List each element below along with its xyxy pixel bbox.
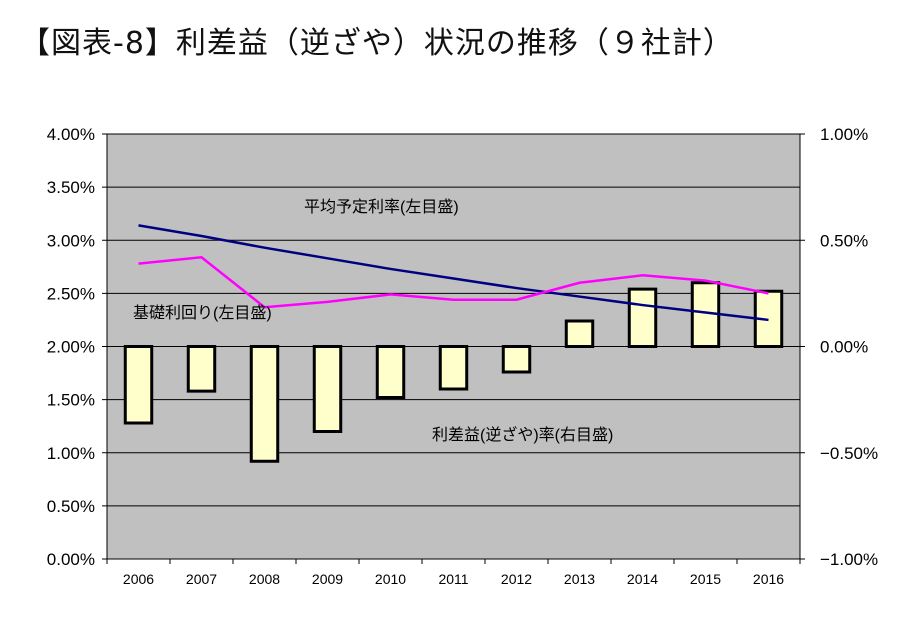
x-tick-label: 2010: [375, 571, 406, 587]
spread-bar: [312, 345, 343, 433]
x-tick-label: 2006: [123, 571, 154, 587]
spread-bar: [123, 345, 154, 425]
spread-bar: [249, 345, 280, 463]
base-yield-label: 基礎利回り(左目盛): [133, 304, 272, 322]
left-tick-label: 2.00%: [47, 338, 95, 357]
x-tick-label: 2013: [564, 571, 595, 587]
spread-bar: [564, 319, 595, 348]
spread-bar: [375, 345, 406, 399]
chart-title: 【図表‐8】利差益（逆ざや）状況の推移（９社計）: [20, 26, 734, 61]
right-tick-label: −1.00%: [820, 550, 878, 569]
x-tick-label: 2014: [627, 571, 658, 587]
left-tick-label: 3.00%: [47, 231, 95, 250]
spread-bar: [690, 281, 721, 348]
spread-bar: [501, 345, 532, 374]
right-tick-label: 0.50%: [820, 231, 868, 250]
spread-bar: [186, 345, 217, 393]
left-tick-label: 0.00%: [47, 550, 95, 569]
left-tick-label: 2.50%: [47, 284, 95, 303]
left-tick-label: 4.00%: [47, 125, 95, 144]
x-tick-label: 2008: [249, 571, 280, 587]
left-axis: 0.00% 0.50% 1.00% 1.50% 2.00% 2.50% 3.00% 3.50%…: [47, 125, 108, 569]
spread-label: 利差益(逆ざや)率(右目盛): [432, 425, 613, 444]
x-tick-label: 2011: [438, 571, 468, 587]
spread-bar: [438, 345, 469, 391]
x-tick-label: 2015: [690, 571, 721, 587]
avg-rate-label: 平均予定利率(左目盛): [304, 198, 459, 216]
spread-bar: [627, 287, 658, 348]
left-tick-label: 1.50%: [47, 391, 95, 410]
x-axis: 2006 2007 2008 2009 2010 2011 2012 2013 2014 2015…: [106, 558, 801, 587]
x-tick-label: 2009: [312, 571, 343, 587]
x-tick-label: 2012: [501, 571, 532, 587]
x-tick-label: 2007: [186, 571, 217, 587]
left-tick-label: 3.50%: [47, 178, 95, 197]
rate-lines: [138, 224, 769, 322]
left-tick-label: 1.00%: [47, 444, 95, 463]
left-tick-label: 0.50%: [47, 497, 95, 516]
right-tick-label: 1.00%: [820, 125, 868, 144]
base-yield-line: [138, 255, 769, 309]
right-tick-label: 0.00%: [820, 338, 868, 357]
right-axis: −1.00% −0.50% 0.00% 0.50% 1.00%: [799, 125, 878, 569]
right-tick-label: −0.50%: [820, 444, 878, 463]
x-tick-label: 2016: [753, 571, 784, 587]
avg-rate-line: [138, 224, 769, 322]
